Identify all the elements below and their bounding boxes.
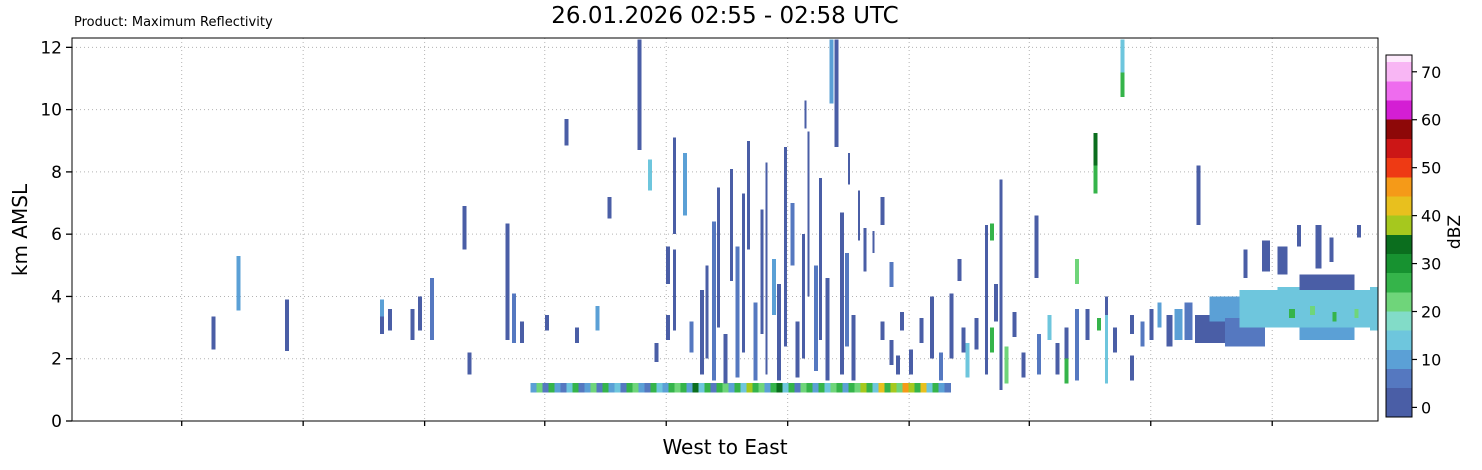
axes: 0 2 4 6 8 10 12 — [40, 37, 1379, 432]
svg-text:20: 20 — [1421, 303, 1441, 322]
product-label: Product: Maximum Reflectivity — [74, 15, 273, 30]
svg-text:0: 0 — [1421, 398, 1431, 417]
svg-text:10: 10 — [1421, 350, 1441, 369]
svg-text:8: 8 — [51, 163, 62, 183]
svg-text:60: 60 — [1421, 111, 1441, 130]
gridlines — [72, 38, 1378, 421]
svg-text:6: 6 — [51, 225, 62, 245]
reflectivity-cells — [211, 39, 1379, 393]
colorbar: 0 10 20 30 40 50 60 70 — [1385, 54, 1441, 418]
svg-text:40: 40 — [1421, 207, 1441, 226]
svg-text:10: 10 — [40, 101, 62, 121]
svg-text:30: 30 — [1421, 255, 1441, 274]
svg-text:50: 50 — [1421, 159, 1441, 178]
svg-text:0: 0 — [51, 412, 62, 432]
svg-text:2: 2 — [51, 350, 62, 370]
svg-text:12: 12 — [40, 38, 62, 58]
chart-title: 26.01.2026 02:55 - 02:58 UTC — [551, 3, 899, 29]
colorbar-label: dBZ — [1445, 214, 1465, 250]
y-axis-label: km AMSL — [8, 183, 32, 277]
x-axis-label: West to East — [662, 435, 788, 459]
svg-text:4: 4 — [51, 287, 62, 307]
svg-text:70: 70 — [1421, 63, 1441, 82]
